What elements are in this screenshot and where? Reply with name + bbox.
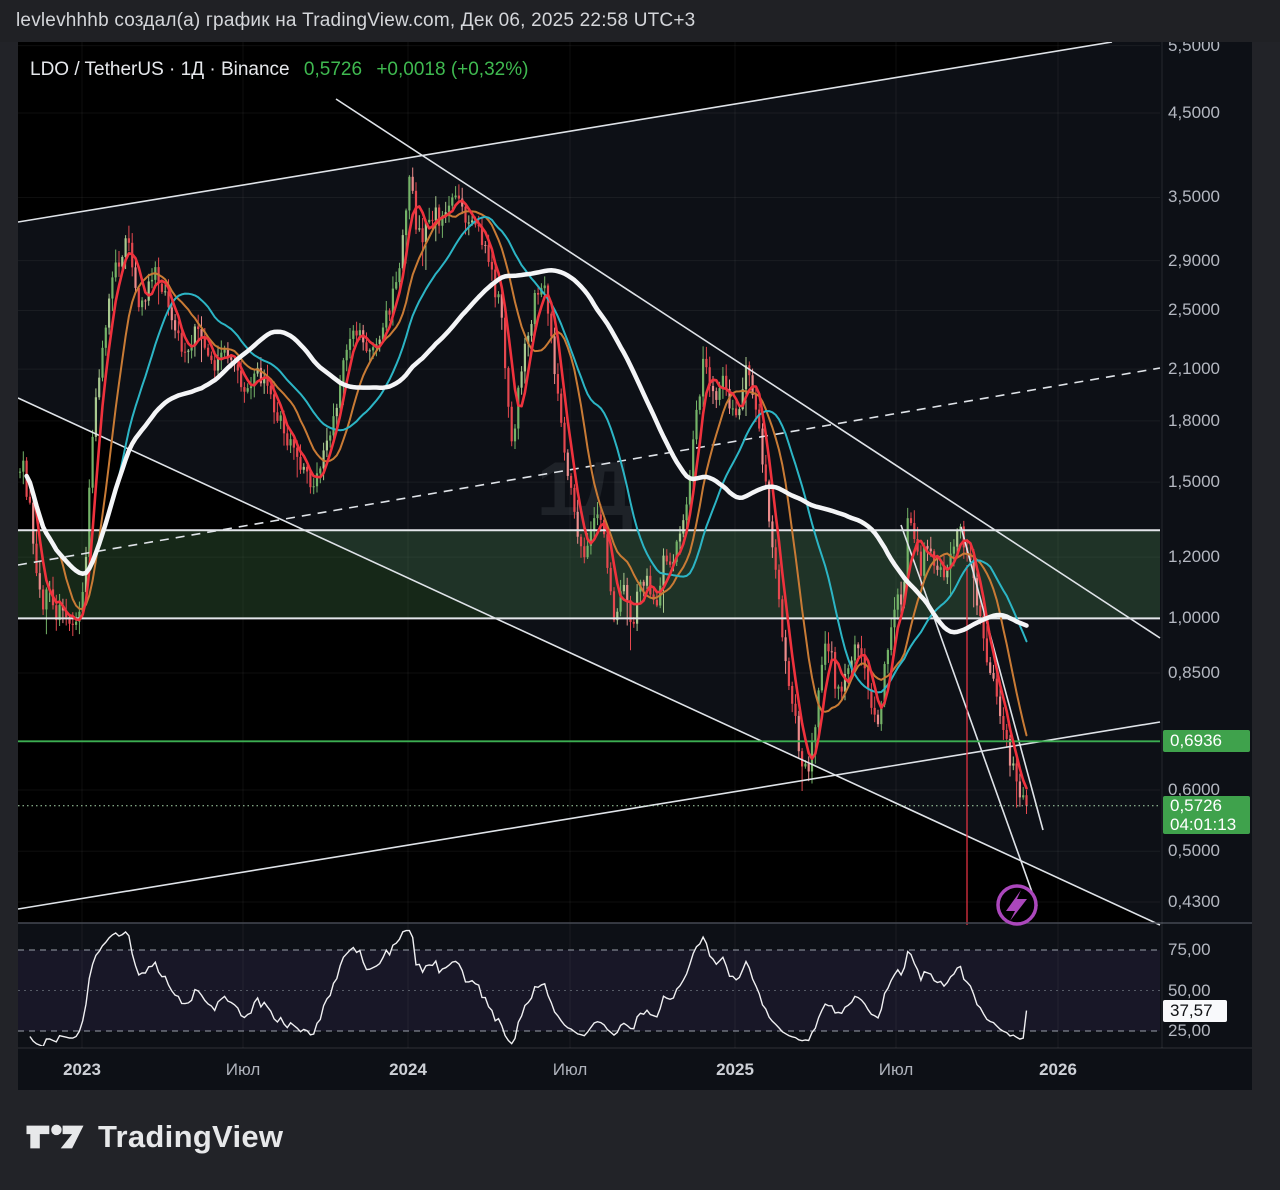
rsi-axis-label: 25,00 [1168, 1021, 1211, 1040]
title-last-price: 0,5726 [303, 59, 363, 80]
price-axis-label: 2,5000 [1168, 300, 1220, 320]
price-axis-label: 0,4300 [1168, 891, 1220, 911]
price-axis-label: 5,5000 [1168, 42, 1220, 55]
price-axis-label: 3,5000 [1168, 187, 1220, 207]
last-price-value: 0,5726 [1170, 795, 1222, 815]
trendline-descending-secondary [18, 397, 1161, 926]
time-axis-label: 2024 [389, 1060, 427, 1079]
trendline-ascending-support [18, 721, 1161, 910]
time-axis-label: Июл [552, 1060, 588, 1079]
support-zone [18, 530, 1160, 619]
rsi-line [29, 929, 1028, 1046]
alert-level-badge: 0,6936 [1163, 730, 1250, 753]
price-axis-label: 1,8000 [1168, 410, 1220, 430]
sma-slow-white [24, 268, 1029, 635]
trendline-ascending-channel-top [18, 42, 1113, 223]
time-axis-label: Июл [225, 1060, 261, 1079]
countdown-timer: 04:01:13 [1170, 814, 1237, 834]
attribution-text: levlevhhhb создал(а) график на TradingVi… [16, 10, 696, 31]
price-axis-label: 4,5000 [1168, 103, 1220, 122]
price-axis-label: 0,8500 [1168, 662, 1220, 682]
candles-layer [18, 167, 1028, 814]
sma-mid-cyan [25, 215, 1028, 694]
title-instrument: LDO / TetherUS · 1Д · Binance [30, 59, 290, 80]
trendline-steep-channel-a [900, 524, 1038, 907]
price-axis-label: 1,5000 [1168, 472, 1220, 492]
rsi-value-badge: 37,57 [1163, 999, 1227, 1022]
trendline-dashed-median [18, 367, 1161, 566]
price-axis-label: 2,9000 [1168, 250, 1220, 270]
title-change: +0,0018 (+0,32%) [376, 59, 529, 80]
price-axis-label: 0,6000 [1168, 780, 1220, 799]
tradingview-logo-icon [26, 1124, 84, 1149]
time-axis-label: 2025 [716, 1060, 754, 1079]
last-price-badge: 0,5726 04:01:13 [1163, 795, 1250, 834]
candlestick-chart[interactable]: 1Д [18, 42, 1252, 1090]
price-axis-label: 1,2000 [1168, 547, 1220, 567]
watermark: 1Д [537, 447, 633, 532]
tradingview-logo[interactable]: TradingView [24, 1118, 283, 1156]
sma-mid-orange [25, 210, 1028, 737]
trendline-descending-resistance [335, 98, 1161, 639]
trendline-steep-channel-b [960, 526, 1044, 831]
price-axis-label: 2,1000 [1168, 359, 1220, 379]
attribution-bar: levlevhhhb создал(а) график на TradingVi… [0, 0, 1280, 42]
rsi-axis-label: 75,00 [1168, 940, 1211, 959]
price-axis-label: 0,5000 [1168, 841, 1220, 861]
sma-fast-red [25, 199, 1028, 790]
footer: TradingView [0, 1090, 1280, 1190]
price-axis-label: 1,0000 [1168, 608, 1220, 628]
time-axis-label: 2026 [1039, 1060, 1077, 1079]
symbol-title: LDO / TetherUS · 1Д · Binance 0,5726 +0,… [30, 59, 528, 81]
alert-level-value: 0,6936 [1170, 731, 1222, 751]
lightning-icon[interactable] [996, 884, 1038, 926]
rsi-axis-label: 50,00 [1168, 980, 1211, 1000]
time-axis-label: 2023 [63, 1060, 101, 1079]
time-axis-label: Июл [878, 1060, 914, 1079]
chart-pane[interactable]: 1Д LDO / TetherUS · 1Д · Binance 0,5726 … [18, 42, 1252, 1090]
tradingview-logo-text: TradingView [98, 1119, 284, 1154]
